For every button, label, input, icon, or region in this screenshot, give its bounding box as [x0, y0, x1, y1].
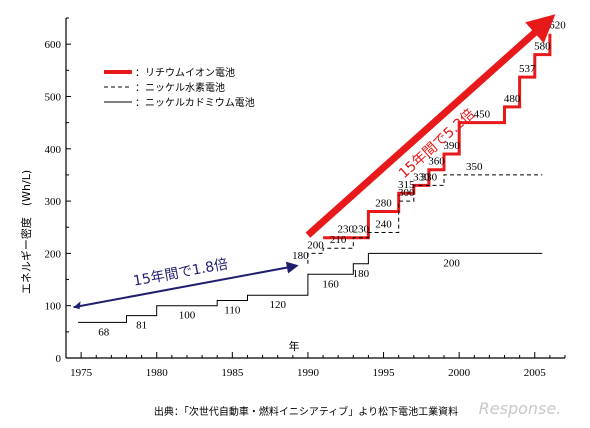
y-tick-label: 600 — [45, 39, 62, 51]
watermark-text: Response. — [479, 399, 562, 418]
data-label: 360 — [428, 156, 445, 168]
y-tick-label: 100 — [45, 301, 62, 313]
data-label: 81 — [136, 320, 147, 332]
data-label: 315 — [398, 179, 415, 191]
data-label: 480 — [504, 93, 521, 105]
y-tick-label: 300 — [45, 196, 62, 208]
x-tick-label: 2005 — [524, 367, 547, 379]
data-label: 160 — [322, 278, 339, 290]
y-tick-label: 0 — [56, 353, 62, 365]
data-label: 180 — [292, 250, 309, 262]
x-tick-label: 1995 — [373, 367, 396, 379]
data-label: 210 — [330, 234, 347, 246]
data-label: 537 — [519, 63, 536, 75]
data-label: 100 — [179, 310, 196, 322]
annotation-label: 15年間で1.8倍 — [132, 256, 229, 289]
data-label: 390 — [443, 140, 460, 152]
data-label: 120 — [269, 299, 286, 311]
y-axis-label: エネルギー密度 (Wh/L) — [19, 170, 33, 294]
data-label: 620 — [549, 20, 566, 32]
source-note: 出典：「次世代自動車・燃料イニシアティブ」より松下電池工業資料 — [154, 405, 458, 418]
data-label: 330 — [413, 171, 430, 183]
data-label: 450 — [474, 109, 491, 121]
legend-label-nimh: ：ニッケル水素電池 — [135, 81, 225, 94]
series-line-nicd — [78, 252, 543, 323]
data-label: 110 — [224, 304, 241, 316]
data-label: 350 — [466, 161, 483, 173]
data-label: 180 — [353, 268, 370, 280]
arrow-tail-head — [73, 301, 81, 310]
data-label: 580 — [534, 41, 551, 53]
annotation-arrow — [305, 14, 556, 238]
data-label: 330 — [421, 171, 438, 183]
y-tick-label: 500 — [45, 91, 62, 103]
x-tick-label: 1985 — [221, 367, 244, 379]
y-tick-label: 200 — [45, 248, 62, 260]
legend-label-nicd: ：ニッケルカドミウム電池 — [135, 96, 255, 109]
data-label: 230 — [337, 224, 354, 236]
data-label: 200 — [443, 257, 460, 269]
data-label: 200 — [307, 239, 324, 251]
x-axis-label: 年 — [289, 339, 300, 353]
x-tick-label: 1980 — [146, 367, 169, 379]
x-tick-label: 2000 — [448, 367, 471, 379]
data-label: 68 — [98, 326, 110, 338]
data-label: 300 — [398, 187, 415, 199]
annotation-arrow — [73, 261, 299, 309]
data-label: 240 — [375, 218, 392, 230]
x-tick-label: 1990 — [297, 367, 320, 379]
data-label: 280 — [375, 198, 392, 210]
legend-label-li-ion: ：リチウムイオン電池 — [135, 66, 235, 79]
x-tick-label: 1975 — [70, 367, 93, 379]
series-line-nimh — [307, 174, 543, 264]
legend: ：リチウムイオン電池 ：ニッケル水素電池 ：ニッケルカドミウム電池 — [104, 66, 255, 109]
axes: 0 100 200 300 400 500 600 1975 1980 1985 1990 1995 2… — [45, 17, 566, 379]
data-label: 230 — [353, 224, 370, 236]
y-tick-label: 400 — [45, 144, 62, 156]
